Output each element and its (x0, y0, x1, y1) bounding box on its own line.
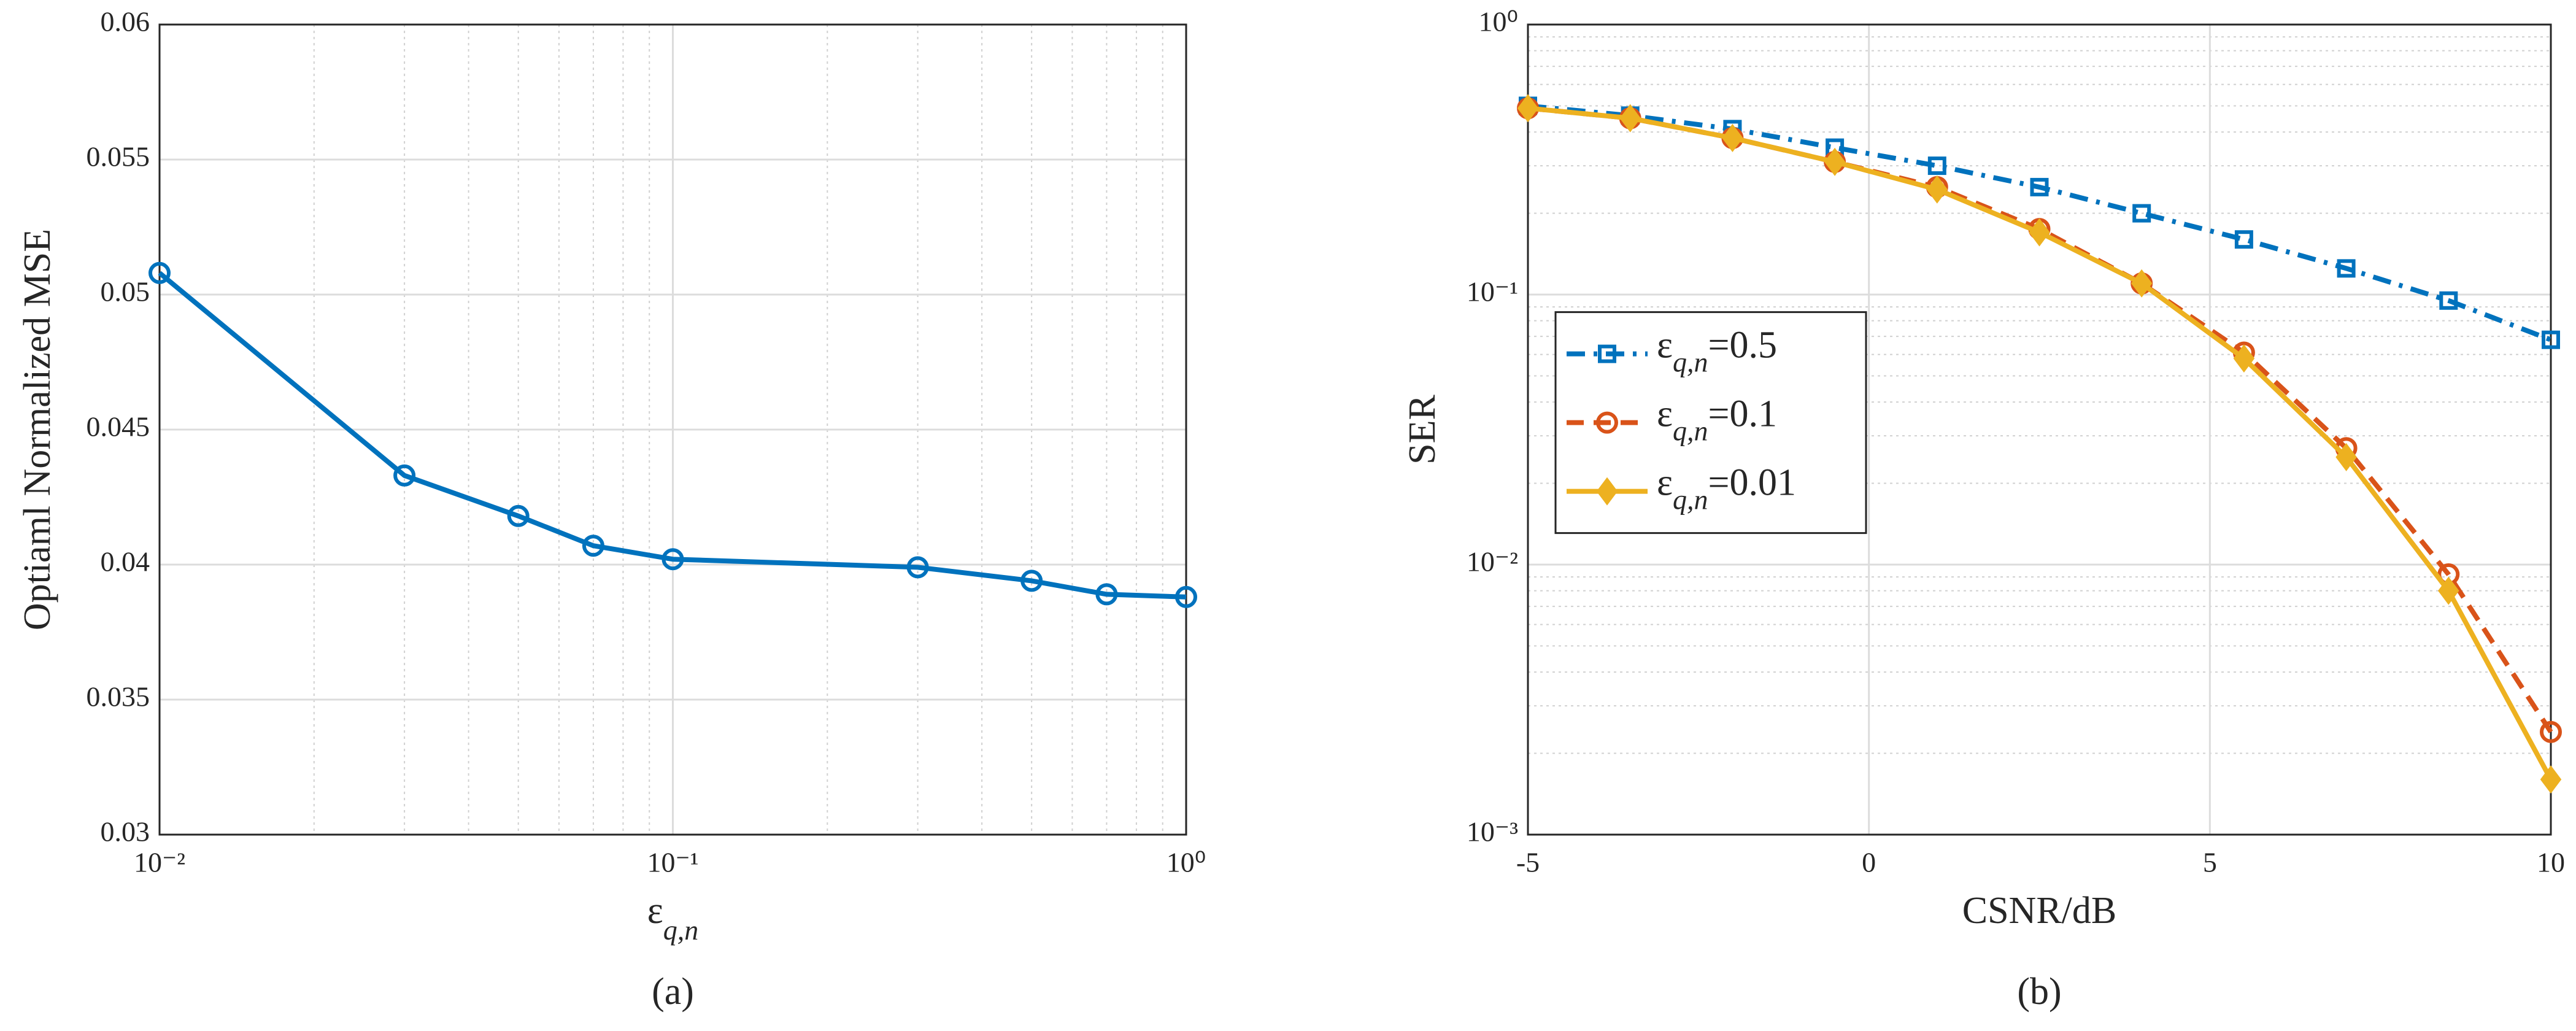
legend-label-subscript: q,n (1673, 346, 1708, 377)
marker (2540, 720, 2562, 743)
marker (1722, 123, 1743, 152)
x-tick-label: 10⁰ (1167, 847, 1206, 878)
marker (1020, 570, 1043, 592)
series-line (158, 271, 1187, 600)
legend-label-subscript: q,n (1673, 484, 1708, 515)
x-axis-label-text: ε (647, 890, 663, 932)
x-axis-label: εq,n (647, 890, 699, 945)
x-tick-label: 10 (2537, 847, 2565, 878)
marker (906, 556, 929, 579)
legend-label-rest: =0.1 (1708, 393, 1777, 435)
y-tick-label: 0.06 (101, 6, 150, 37)
marker (582, 535, 604, 557)
y-tick-label: 0.03 (101, 816, 150, 848)
x-axis-label-text: CSNR/dB (1962, 890, 2117, 932)
legend-label-base: ε (1657, 393, 1673, 435)
y-tick-label: 10⁰ (1479, 6, 1518, 37)
marker (507, 504, 530, 527)
x-axis-label-subscript: q,n (663, 914, 699, 946)
x-tick-label: 0 (1862, 847, 1876, 878)
marker (2542, 330, 2560, 349)
legend-label-base: ε (1657, 325, 1673, 366)
y-tick-label: 0.045 (87, 411, 150, 442)
y-tick-label: 10⁻¹ (1467, 276, 1518, 307)
y-tick-label: 0.035 (87, 681, 150, 712)
marker (2030, 177, 2049, 196)
legend-marker (1598, 344, 1616, 363)
x-tick-label: -5 (1516, 847, 1540, 878)
marker (393, 464, 416, 487)
marker (1517, 94, 1539, 123)
legend-label-rest: =0.01 (1708, 462, 1796, 504)
marker (2439, 291, 2458, 310)
marker (2131, 269, 2153, 298)
marker (2337, 259, 2356, 278)
legend-label: εq,n=0.01 (1657, 462, 1796, 515)
y-tick-label: 10⁻³ (1467, 816, 1518, 848)
legend-label: εq,n=0.1 (1657, 393, 1777, 446)
plot-frame (158, 23, 1187, 836)
x-tick-label: 10⁻² (134, 847, 185, 878)
x-tick-label: 5 (2203, 847, 2217, 878)
series-line (1527, 103, 2552, 342)
y-tick-label: 0.04 (101, 546, 150, 577)
legend-label: εq,n=0.5 (1657, 325, 1777, 377)
marker (2234, 230, 2253, 249)
marker (1927, 156, 1946, 176)
marker (1175, 585, 1197, 608)
y-tick-label: 0.055 (87, 141, 150, 172)
legend-label-subscript: q,n (1673, 415, 1708, 446)
marker (2438, 576, 2459, 605)
marker (661, 548, 684, 571)
marker (1619, 104, 1641, 133)
legend-marker (1596, 411, 1618, 434)
caption: (a) (652, 971, 694, 1013)
marker (1824, 147, 1846, 176)
marker (2233, 344, 2255, 373)
caption: (b) (2017, 971, 2061, 1013)
legend-label-base: ε (1657, 462, 1673, 504)
marker (2335, 442, 2357, 471)
marker (2540, 765, 2562, 794)
legend-label-rest: =0.5 (1708, 325, 1777, 366)
y-axis-label: SER (1402, 395, 1443, 465)
marker (1926, 175, 1948, 204)
marker (148, 261, 171, 284)
legend-marker (1596, 477, 1618, 506)
x-axis-label: CSNR/dB (1962, 890, 2117, 932)
y-axis-label: Optiaml Normalized MSE (17, 229, 58, 630)
marker (2029, 218, 2050, 247)
marker (2132, 204, 2151, 223)
y-tick-label: 0.05 (101, 276, 150, 307)
y-tick-label: 10⁻² (1467, 546, 1518, 577)
x-tick-label: 10⁻¹ (647, 847, 698, 878)
marker (1095, 583, 1118, 606)
plot-frame (1527, 23, 2552, 836)
